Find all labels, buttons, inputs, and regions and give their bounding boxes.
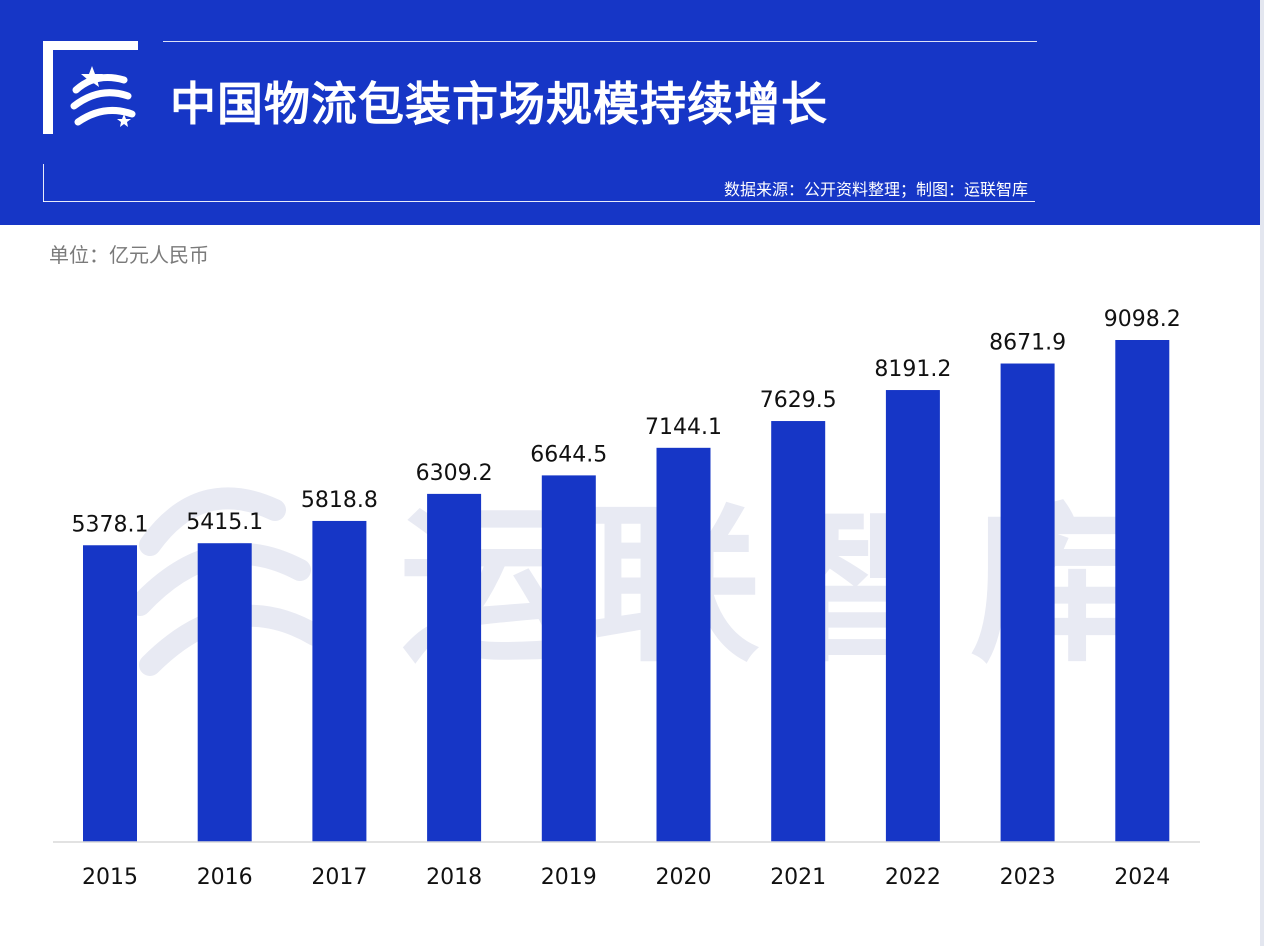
bar-2024	[1115, 340, 1170, 842]
frame-corner-vertical	[43, 41, 53, 134]
x-tick-2022: 2022	[885, 865, 941, 890]
x-tick-2018: 2018	[426, 865, 482, 890]
x-tick-2020: 2020	[656, 865, 712, 890]
unit-label: 单位：亿元人民币	[49, 243, 209, 267]
value-label-2023: 8671.9	[989, 331, 1066, 356]
chart-title: 中国物流包装市场规模持续增长	[170, 77, 828, 131]
bar-2020	[656, 447, 711, 842]
x-tick-2016: 2016	[197, 865, 253, 890]
x-tick-2021: 2021	[770, 865, 826, 890]
bar-2018	[427, 493, 482, 842]
value-label-2015: 5378.1	[72, 512, 149, 537]
value-label-2017: 5818.8	[301, 488, 378, 513]
value-label-2018: 6309.2	[416, 461, 493, 486]
x-tick-2024: 2024	[1114, 865, 1170, 890]
x-tick-2019: 2019	[541, 865, 597, 890]
value-labels: 5378.1 5415.1 5818.8 6309.2 6644.5 7144.1 7629…	[72, 307, 1181, 537]
bar-2021	[771, 421, 826, 842]
data-source-note: 数据来源：公开资料整理；制图：运联智库	[723, 180, 1028, 199]
header-banner: 中国物流包装市场规模持续增长 数据来源：公开资料整理；制图：运联智库	[0, 0, 1260, 225]
bar-2015	[83, 545, 137, 842]
right-edge-line	[1260, 0, 1264, 946]
bar-2016	[197, 543, 252, 842]
value-label-2022: 8191.2	[874, 357, 951, 382]
bar-2022	[885, 390, 940, 842]
x-tick-2017: 2017	[311, 865, 367, 890]
frame-corner-horizontal	[43, 41, 138, 50]
value-label-2020: 7144.1	[645, 415, 722, 440]
x-tick-2023: 2023	[1000, 865, 1056, 890]
bar-chart: 运联智库 5378.15415.15818.86309.26644.57144.…	[53, 307, 1200, 890]
value-label-2021: 7629.5	[760, 388, 837, 413]
bar-2019	[541, 475, 596, 842]
header-top-rule	[163, 41, 1037, 42]
x-tick-2015: 2015	[82, 865, 138, 890]
bar-2017	[312, 520, 367, 842]
bar-2023	[1000, 363, 1055, 842]
header-bottom-tick	[43, 164, 44, 202]
value-label-2016: 5415.1	[186, 510, 263, 535]
x-axis-ticks: 2015 2016 2017 2018 2019 2020 2021 2022 2023 2024	[82, 865, 1170, 890]
header-bottom-rule	[43, 201, 1035, 202]
value-label-2024: 9098.2	[1104, 307, 1181, 332]
value-label-2019: 6644.5	[530, 442, 607, 467]
bar-series	[83, 340, 1170, 842]
brand-logo-icon	[70, 66, 136, 127]
